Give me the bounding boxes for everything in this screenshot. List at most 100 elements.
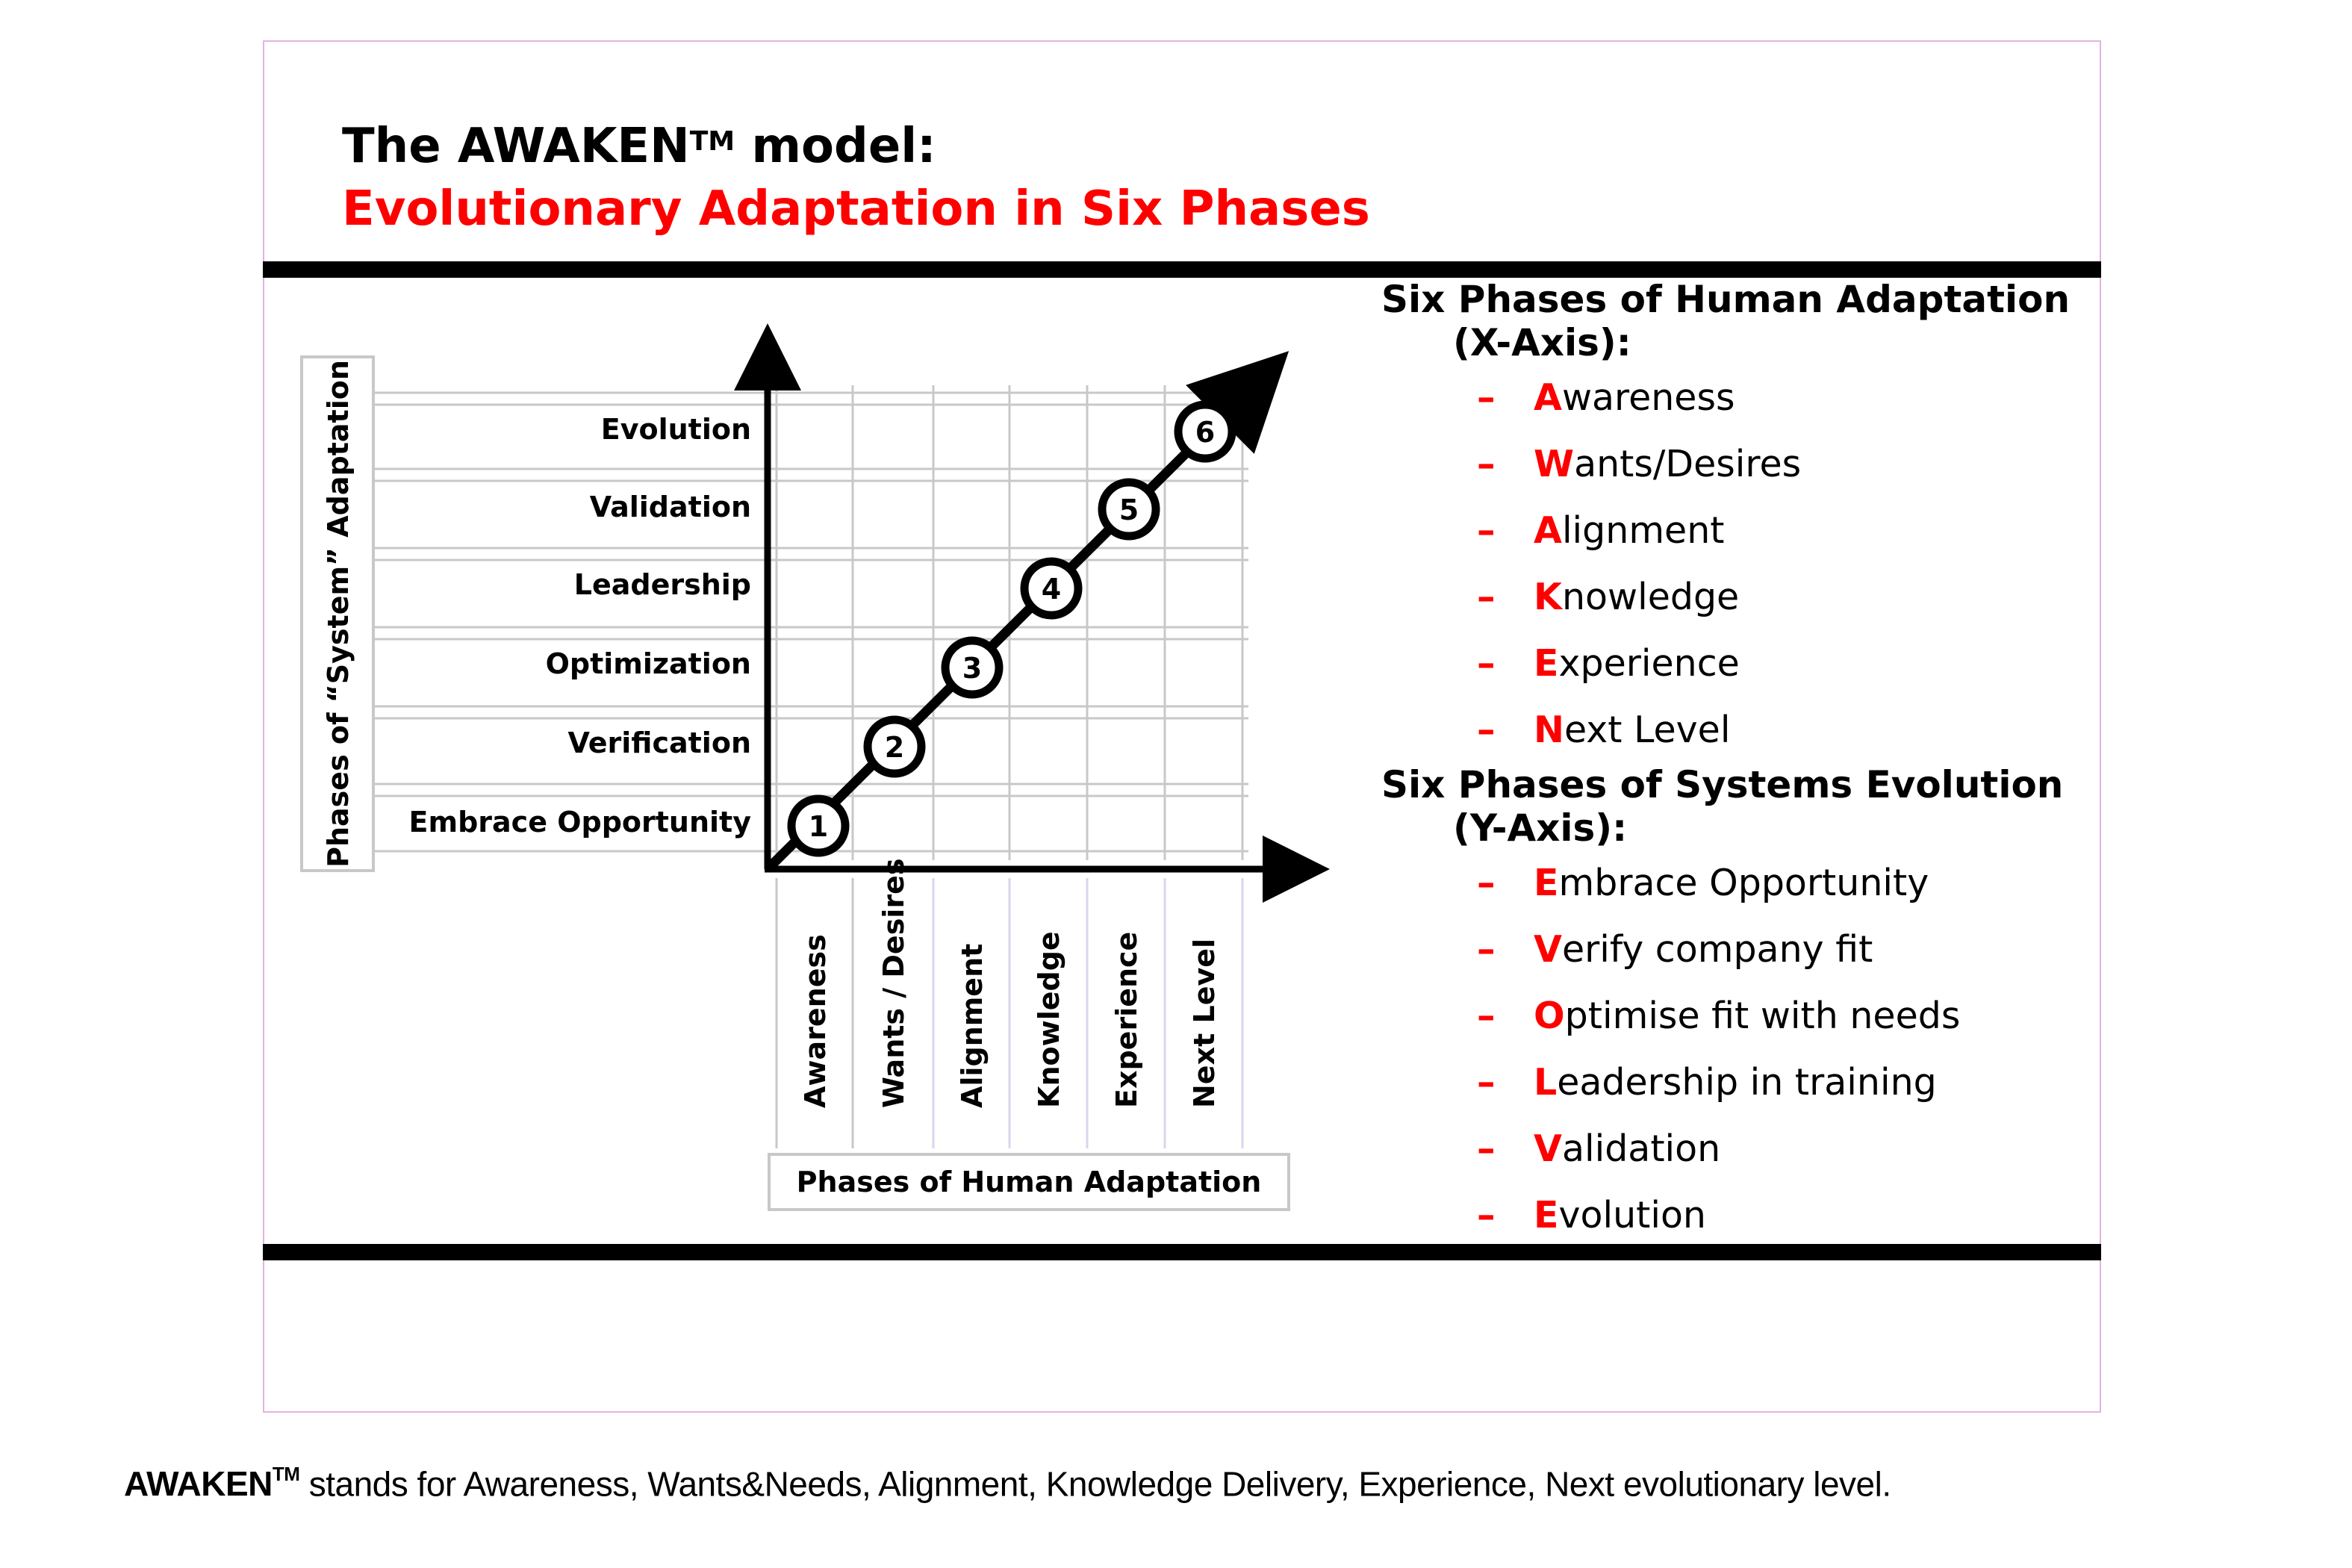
diagram-axes (734, 323, 1330, 903)
legend-rest: ptimise fit with needs (1564, 995, 1961, 1037)
legend-dash: – (1477, 1194, 1496, 1236)
legend-dash: – (1477, 709, 1496, 751)
caption-brand-text: AWAKEN (124, 1464, 273, 1504)
x-category-label: Experience (1110, 932, 1143, 1108)
legend-initial: W (1534, 443, 1575, 485)
legend-text: Wants/Desires (1534, 443, 1801, 485)
legend-text: Validation (1534, 1127, 1720, 1170)
legend-initial: A (1534, 376, 1562, 419)
legend-initial: A (1534, 509, 1562, 552)
x-category-label: Knowledge (1033, 931, 1065, 1108)
legend-x-heading-sub: (X-Axis): (1453, 321, 1631, 364)
footnote-caption: AWAKENTM stands for Awareness, Wants&Nee… (124, 1456, 1891, 1505)
y-category-label: Verification (567, 727, 751, 759)
step-circle (787, 794, 850, 857)
x-category-label: Awareness (799, 934, 832, 1108)
x-category-label: Next Level (1188, 939, 1221, 1108)
legend-initial: L (1534, 1061, 1558, 1104)
legend-x-group: Six Phases of Human Adaptation (X-Axis):… (1381, 278, 2091, 763)
legend-rest: eadership in training (1557, 1061, 1937, 1104)
caption-text: stands for Awareness, Wants&Needs, Align… (299, 1464, 1891, 1504)
step-number: 1 (809, 810, 828, 843)
legend-rest: volution (1558, 1194, 1706, 1236)
legend-y-heading: Six Phases of Systems Evolution (1381, 763, 2064, 806)
legend-rest: lignment (1561, 509, 1725, 552)
step-circle (863, 715, 926, 778)
legend-text: Next Level (1534, 709, 1730, 751)
diagram-labels: Phases of Human Adaptation Phases of “Sys… (322, 360, 1261, 1198)
legend-x-item: – Alignment (1381, 497, 2091, 564)
step-number: 2 (885, 731, 904, 764)
x-category-label: Alignment (956, 944, 989, 1108)
legend-y-item: – Verify company fit (1381, 916, 2091, 983)
step-number: 4 (1042, 573, 1061, 606)
legend-text: Optimise fit with needs (1534, 995, 1960, 1037)
progression-line (764, 351, 1289, 873)
y-category-label: Embrace Opportunity (409, 806, 752, 839)
legend-text: Experience (1534, 642, 1740, 685)
diagram-grid (300, 355, 1290, 1211)
step-number: 5 (1119, 494, 1139, 526)
legend-y-item: – Validation (1381, 1116, 2091, 1182)
legend-rest: alidation (1561, 1127, 1721, 1170)
y-category-label: Validation (590, 491, 751, 523)
legend-text: Verify company fit (1534, 928, 1873, 971)
legend-rest: nowledge (1561, 576, 1740, 618)
legend-rest: ext Level (1564, 709, 1731, 751)
legend-y-group: Six Phases of Systems Evolution (Y-Axis)… (1381, 763, 2091, 1248)
title-text: The AWAKEN (342, 119, 690, 174)
legend-text: Knowledge (1534, 576, 1739, 618)
legend-x-item: – Experience (1381, 630, 2091, 697)
legend-x-list: – Awareness – Wants/Desires – Alignment – Knowl… (1381, 364, 2091, 763)
legend-initial: E (1534, 862, 1559, 904)
legend-dash: – (1477, 1061, 1496, 1104)
legend-x-item: – Knowledge (1381, 564, 2091, 630)
legend-dash: – (1477, 576, 1496, 618)
x-category-label: Wants / Desires (877, 859, 910, 1108)
x-axis-title-box (768, 1153, 1290, 1211)
step-circle (941, 636, 1004, 699)
bottom-divider (263, 1244, 2101, 1260)
legend-text: Embrace Opportunity (1534, 862, 1929, 904)
caption-brand: AWAKENTM (124, 1463, 300, 1504)
legend-y-item: – Leadership in training (1381, 1049, 2091, 1116)
slide-subtitle: Evolutionary Adaptation in Six Phases (342, 181, 1370, 237)
legend-initial: O (1534, 995, 1565, 1037)
legend-initial: E (1534, 642, 1559, 685)
legend-x-heading: Six Phases of Human Adaptation (1381, 278, 2071, 321)
legend-rest: xperience (1558, 642, 1740, 685)
y-category-label: Evolution (601, 413, 751, 446)
legend-y-item: – Optimise fit with needs (1381, 983, 2091, 1049)
legend-initial: V (1534, 1127, 1562, 1170)
legend-text: Leadership in training (1534, 1061, 1937, 1104)
legend-y-item: – Evolution (1381, 1182, 2091, 1248)
legend-rest: ants/Desires (1574, 443, 1802, 485)
y-category-label: Leadership (574, 568, 751, 601)
step-circle (1098, 478, 1160, 541)
slide-title: The AWAKENTM model: (342, 119, 936, 173)
legend-dash: – (1477, 862, 1496, 904)
legend-dash: – (1477, 376, 1496, 419)
legend-text: Evolution (1534, 1194, 1706, 1236)
legend-text: Alignment (1534, 509, 1724, 552)
y-axis-title-box (300, 355, 375, 872)
legend-dash: – (1477, 995, 1496, 1037)
legend-dash: – (1477, 928, 1496, 971)
top-divider (263, 261, 2101, 278)
caption-trademark: TM (272, 1463, 300, 1485)
title-suffix: model: (735, 119, 936, 174)
legend-initial: K (1534, 576, 1562, 618)
legend-panel: Six Phases of Human Adaptation (X-Axis):… (1381, 278, 2091, 1248)
legend-y-heading-sub: (Y-Axis): (1453, 806, 1628, 850)
y-category-label: Optimization (546, 647, 751, 680)
legend-rest: mbrace Opportunity (1558, 862, 1929, 904)
legend-x-item: – Wants/Desires (1381, 431, 2091, 497)
legend-x-item: – Awareness (1381, 364, 2091, 431)
step-number: 6 (1195, 416, 1215, 449)
legend-dash: – (1477, 1127, 1496, 1170)
y-axis-title: Phases of “System” Adaptation (322, 360, 355, 868)
step-circle (1174, 400, 1236, 463)
legend-dash: – (1477, 443, 1496, 485)
legend-y-list: – Embrace Opportunity – Verify company fit –… (1381, 850, 2091, 1248)
